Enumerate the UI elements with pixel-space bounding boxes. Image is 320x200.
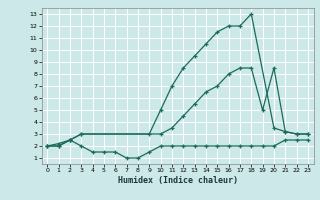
X-axis label: Humidex (Indice chaleur): Humidex (Indice chaleur)	[118, 176, 237, 185]
